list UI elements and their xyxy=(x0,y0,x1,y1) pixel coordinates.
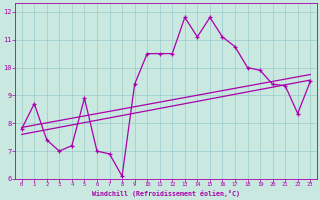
X-axis label: Windchill (Refroidissement éolien,°C): Windchill (Refroidissement éolien,°C) xyxy=(92,190,240,197)
